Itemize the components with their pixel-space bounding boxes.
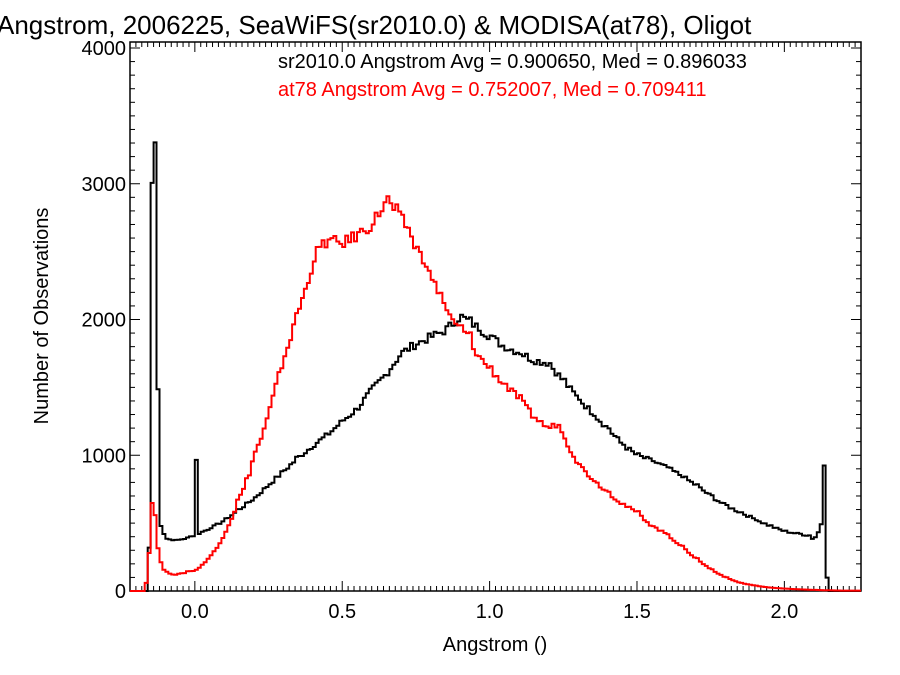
y-tick-label: 3000 — [82, 174, 127, 196]
x-tick-label: 1.0 — [476, 601, 504, 623]
x-tick-label: 2.0 — [770, 601, 798, 623]
annotation-at78: at78 Angstrom Avg = 0.752007, Med = 0.70… — [278, 79, 706, 101]
x-tick-label: 0.0 — [181, 601, 209, 623]
y-tick-label: 0 — [115, 581, 126, 603]
y-tick-label: 4000 — [82, 38, 127, 60]
y-tick-label: 1000 — [82, 445, 127, 467]
x-tick-label: 0.5 — [328, 601, 356, 623]
x-tick-label: 1.5 — [623, 601, 651, 623]
series-layer — [130, 141, 861, 592]
series-sr2010-line — [130, 141, 861, 592]
annotation-sr2010: sr2010.0 Angstrom Avg = 0.900650, Med = … — [278, 51, 747, 73]
series-at78-line — [130, 195, 861, 592]
axis-tick-labels: 0.0 0.5 1.0 1.5 2.0 0 1000 2000 3000 4000 — [82, 38, 799, 623]
y-axis-title: Number of Observations — [31, 208, 53, 425]
x-axis-title: Angstrom () — [443, 634, 547, 656]
y-tick-label: 2000 — [82, 310, 127, 332]
chart-title: Angstrom, 2006225, SeaWiFS(sr2010.0) & M… — [0, 10, 752, 40]
